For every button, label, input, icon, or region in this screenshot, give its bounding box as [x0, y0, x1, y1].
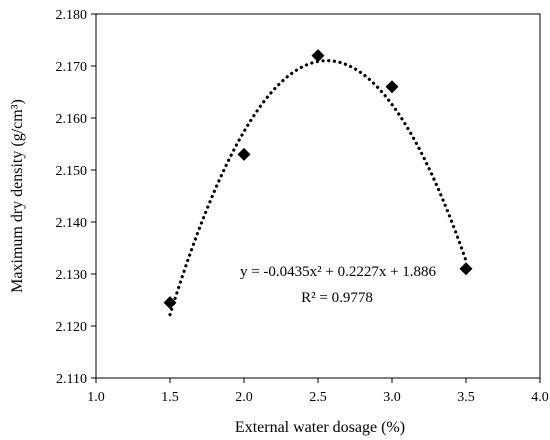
y-axis-ticks: 2.110 2.120 2.130 2.140 2.150 2.160 2.170 2.180 — [56, 8, 96, 387]
plot-border — [95, 13, 541, 379]
y-tick-label: 2.110 — [56, 372, 87, 387]
y-tick-label: 2.140 — [56, 216, 88, 231]
y-tick-label: 2.170 — [56, 60, 88, 75]
x-tick-label: 3.0 — [383, 390, 401, 405]
data-point — [459, 262, 473, 276]
y-tick-label: 2.130 — [56, 268, 88, 283]
y-tick-label: 2.160 — [56, 112, 88, 127]
x-tick-label: 4.0 — [531, 390, 549, 405]
data-point — [311, 49, 325, 63]
x-axis-ticks: 1.0 1.5 2.0 2.5 3.0 3.5 4.0 — [87, 378, 549, 405]
r-squared-label: R² = 0.9778 — [301, 290, 373, 306]
y-tick-label: 2.120 — [56, 320, 88, 335]
y-tick-label: 2.180 — [56, 8, 88, 23]
y-axis-title: Maximum dry density (g/cm³) — [9, 99, 26, 293]
x-tick-label: 1.5 — [161, 390, 179, 405]
equation-label: y = -0.0435x² + 0.2227x + 1.886 — [240, 264, 437, 280]
data-point — [163, 296, 177, 310]
x-tick-label: 1.0 — [87, 390, 105, 405]
x-tick-label: 2.0 — [235, 390, 253, 405]
data-points — [163, 49, 473, 310]
x-tick-label: 3.5 — [457, 390, 475, 405]
x-axis-title: External water dosage (%) — [235, 419, 405, 436]
y-tick-label: 2.150 — [56, 164, 88, 179]
data-point — [237, 147, 251, 161]
plot-area — [95, 13, 541, 379]
data-point — [385, 80, 399, 94]
x-tick-label: 2.5 — [309, 390, 327, 405]
